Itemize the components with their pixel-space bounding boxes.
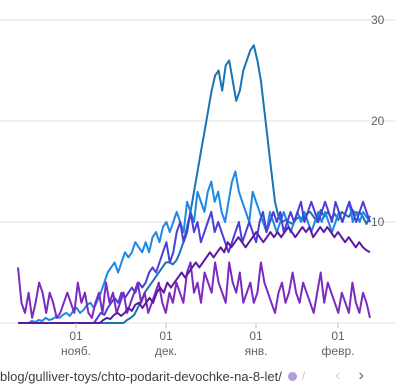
breadcrumb-separator: / xyxy=(301,369,306,383)
x-tick-month: февр. xyxy=(322,344,355,358)
chevron-left-icon[interactable]: ‹ xyxy=(335,367,341,384)
series-color-dot xyxy=(287,371,297,381)
x-tick-day: 01 xyxy=(331,329,345,343)
series-lines xyxy=(17,44,371,324)
y-tick-label: 20 xyxy=(371,114,385,128)
x-tick-month: нояб. xyxy=(61,344,91,358)
series-line-4 xyxy=(17,261,371,319)
chevron-right-icon[interactable]: › xyxy=(358,367,364,384)
footer-breadcrumb: blog/gulliver-toys/chto-podarit-devochke… xyxy=(0,364,395,388)
y-tick-label: 10 xyxy=(371,215,385,229)
x-tick-day: 01 xyxy=(69,329,83,343)
series-line-5 xyxy=(18,226,371,324)
y-axis-ticks: 30 20 10 xyxy=(371,13,385,229)
x-tick-month: дек. xyxy=(155,344,177,358)
y-tick-label: 30 xyxy=(371,13,385,27)
x-tick-day: 01 xyxy=(159,329,173,343)
x-tick-day: 01 xyxy=(249,329,263,343)
series-line-1 xyxy=(18,44,371,324)
page-url: blog/gulliver-toys/chto-podarit-devochke… xyxy=(0,368,282,384)
x-tick-month: янв. xyxy=(245,344,268,358)
